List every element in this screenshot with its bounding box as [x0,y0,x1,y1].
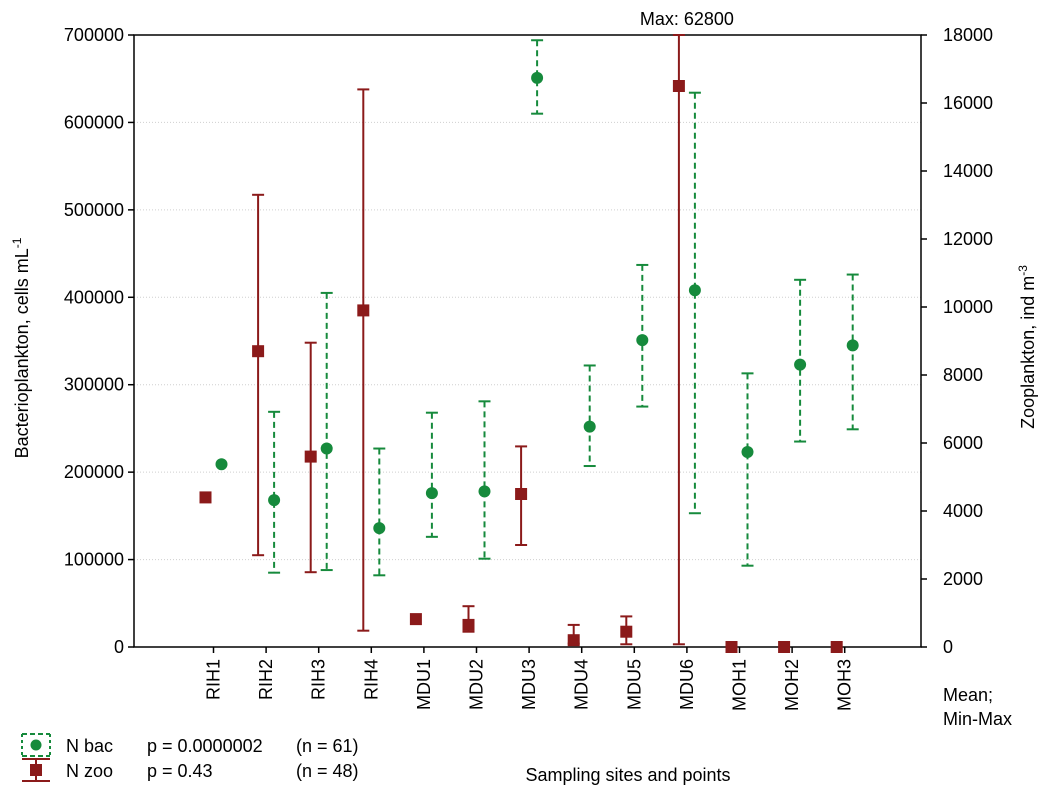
legend-zoo-marker [30,764,42,776]
stat-note-line2: Min-Max [943,709,1012,729]
right-tick-label: 8000 [943,365,983,385]
left-tick-label: 500000 [64,200,124,220]
zoo-mean-marker [409,613,422,626]
left-axis-title-main: Bacterioplankton, cells mL [12,248,32,458]
right-axis-title: Zooplankton, ind m-3 [1016,265,1038,429]
zoo-mean-marker [304,450,317,463]
legend-zoo-p: p = 0.43 [147,761,213,781]
legend-bac-p: p = 0.0000002 [147,736,263,756]
category-label: RIH1 [204,659,224,700]
left-axis-title-sup: -1 [10,237,24,248]
right-tick-label: 2000 [943,569,983,589]
right-tick-label: 12000 [943,229,993,249]
category-label: MDU5 [624,659,644,710]
x-axis-title: Sampling sites and points [525,765,730,785]
max-annotation: Max: 62800 [640,9,734,29]
category-label: MOH3 [835,659,855,711]
bac-mean-marker [215,458,228,471]
bac-mean-marker [478,485,491,498]
zoo-mean-marker [567,634,580,647]
left-tick-label: 200000 [64,462,124,482]
right-tick-label: 0 [943,637,953,657]
bac-mean-marker [794,358,807,371]
left-tick-label: 400000 [64,287,124,307]
bac-mean-marker [268,494,281,507]
category-label: MDU4 [572,659,592,710]
right-tick-label: 4000 [943,501,983,521]
category-label: RIH4 [361,659,381,700]
right-tick-label: 14000 [943,161,993,181]
category-label: MDU6 [677,659,697,710]
category-label: MDU2 [467,659,487,710]
bac-mean-marker [688,284,701,297]
right-axis-title-sup: -3 [1016,265,1030,276]
right-tick-label: 16000 [943,93,993,113]
legend-zoo-n: (n = 48) [296,761,359,781]
right-tick-label: 6000 [943,433,983,453]
bac-mean-marker [846,339,859,352]
zoo-mean-marker [778,641,791,653]
left-tick-label: 300000 [64,375,124,395]
left-tick-label: 0 [114,637,124,657]
bac-mean-marker [583,420,596,433]
bac-mean-marker [636,334,649,347]
plot-frame [133,34,922,648]
legend-bac-n: (n = 61) [296,736,359,756]
zoo-mean-marker [725,641,738,653]
stat-note-line1: Mean; [943,685,993,705]
zoo-mean-marker [462,618,475,631]
zoo-mean-marker [357,304,370,317]
legend-zoo-label: N zoo [66,761,113,781]
category-label: MOH1 [730,659,750,711]
bac-mean-marker [741,446,754,459]
left-tick-label: 100000 [64,550,124,570]
bac-mean-marker [373,522,386,535]
category-label: MOH2 [782,659,802,711]
left-axis-title: Bacterioplankton, cells mL-1 [10,237,32,458]
zoo-mean-marker [199,491,212,504]
category-label: MDU1 [414,659,434,710]
zoo-mean-marker [252,345,265,358]
bac-mean-marker [425,487,438,500]
zoo-mean-marker [830,641,843,653]
bac-mean-marker [531,71,544,84]
zoo-mean-marker [515,488,528,500]
zoo-mean-marker [672,80,685,92]
category-label: MDU3 [519,659,539,710]
left-tick-label: 700000 [64,25,124,45]
category-label: RIH2 [256,659,276,700]
right-tick-label: 18000 [943,25,993,45]
legend-bac-label: N bac [66,736,113,756]
right-axis-title-main: Zooplankton, ind m [1018,276,1038,429]
right-tick-label: 10000 [943,297,993,317]
bac-mean-marker [320,442,333,455]
left-tick-label: 600000 [64,112,124,132]
category-label: RIH3 [309,659,329,700]
zoo-mean-marker [620,625,633,638]
legend-bac-marker [30,739,42,751]
